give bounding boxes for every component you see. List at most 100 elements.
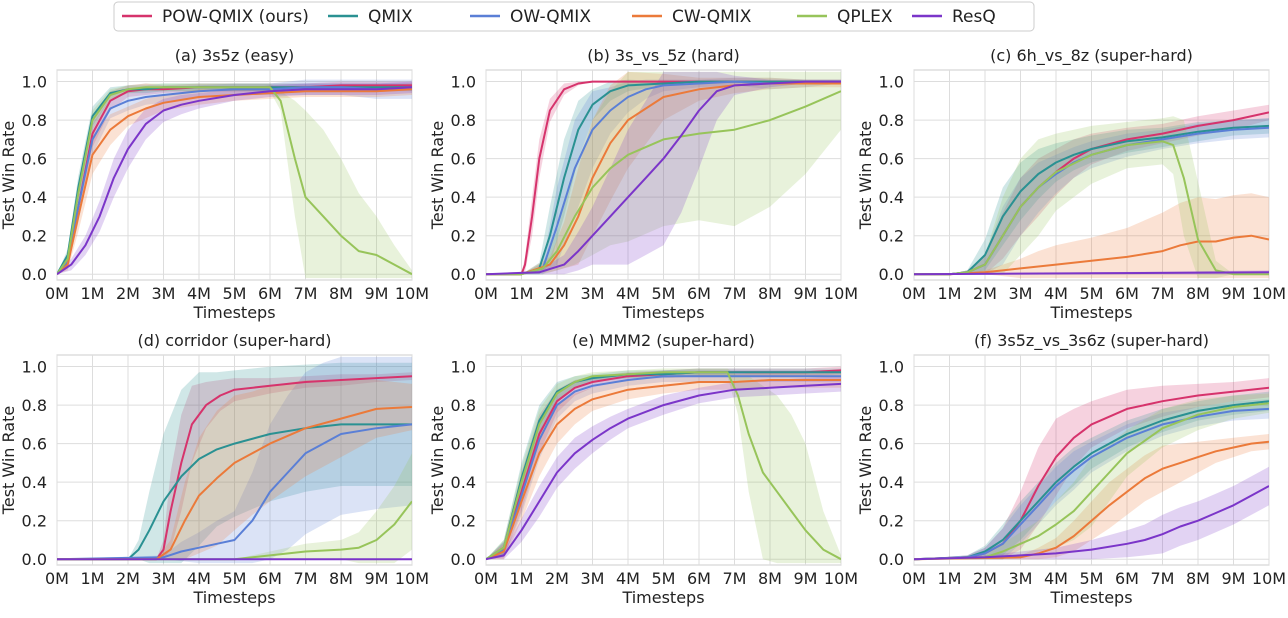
line-qplex xyxy=(486,90,841,276)
x-tick-label: 9M xyxy=(365,284,389,303)
x-tick-label: 3M xyxy=(581,569,605,588)
line-cw-qmix xyxy=(57,88,412,275)
line-cw-qmix xyxy=(914,234,1269,276)
band-qplex xyxy=(486,368,841,564)
x-tick-label: 9M xyxy=(794,284,818,303)
x-tick-label: 5M xyxy=(1080,284,1104,303)
x-tick-label: 5M xyxy=(223,569,247,588)
x-tick-label: 8M xyxy=(329,284,353,303)
x-tick-label: 3M xyxy=(1009,284,1033,303)
lines xyxy=(486,80,841,276)
lines xyxy=(57,375,412,561)
y-tick-label: 0.4 xyxy=(22,473,47,492)
x-tick-label: 5M xyxy=(223,284,247,303)
x-tick-label: 4M xyxy=(616,569,640,588)
y-tick-label: 0.2 xyxy=(451,512,476,531)
x-tick-label: 8M xyxy=(329,569,353,588)
legend-entry-cw-qmix: CW-QMIX xyxy=(632,7,752,27)
legend-frame xyxy=(113,1,1035,32)
band-qmix xyxy=(914,391,1269,560)
series-layer xyxy=(914,104,1269,279)
bands xyxy=(486,366,841,564)
y-tick-label: 0.6 xyxy=(879,150,904,169)
lines xyxy=(486,369,841,561)
subplot-title: (b) 3s_vs_5z (hard) xyxy=(587,46,740,66)
y-tick-label: 0.6 xyxy=(451,435,476,454)
x-tick-label: 10M xyxy=(395,569,429,588)
x-tick-label: 1M xyxy=(510,284,534,303)
y-tick-label: 0.8 xyxy=(879,111,904,130)
line-ow-qmix xyxy=(57,86,412,275)
series-layer xyxy=(914,378,1269,561)
line-ow-qmix xyxy=(57,423,412,561)
y-axis-label: Test Win Rate xyxy=(428,406,447,515)
line-cw-qmix xyxy=(486,379,841,561)
band-ow-qmix xyxy=(914,399,1269,560)
subplot-4: 0M 1M 2M 3M 4M 5M 6M 7M 8M 9M 10M 0.0 0.2 0.4 0.6 0.8 1.… xyxy=(0,331,429,607)
subplot-title: (f) 3s5z_vs_3s6z (super-hard) xyxy=(974,331,1209,351)
band-qplex xyxy=(57,83,412,279)
y-tick-label: 1.0 xyxy=(879,73,904,92)
x-tick-label: 7M xyxy=(294,284,318,303)
legend-entry-pow-qmix-ours: POW-QMIX (ours) xyxy=(122,7,309,27)
y-tick-label: 1.0 xyxy=(451,73,476,92)
bands xyxy=(914,378,1269,560)
y-tick-label: 0.8 xyxy=(22,396,47,415)
legend-entry-qplex: QPLEX xyxy=(797,7,893,27)
band-ow-qmix xyxy=(57,356,412,564)
line-resq xyxy=(914,271,1269,276)
x-tick-label: 3M xyxy=(581,284,605,303)
y-tick-label: 0.8 xyxy=(22,111,47,130)
x-axis-label: Timesteps xyxy=(192,588,275,607)
band-cw-qmix xyxy=(914,434,1269,560)
x-axis-label: Timesteps xyxy=(621,303,704,322)
legend-label: POW-QMIX (ours) xyxy=(162,7,309,27)
x-tick-label: 10M xyxy=(824,284,858,303)
x-tick-label: 5M xyxy=(652,284,676,303)
y-tick-label: 1.0 xyxy=(451,358,476,377)
x-tick-label: 6M xyxy=(1115,284,1139,303)
y-tick-label: 1.0 xyxy=(22,73,47,92)
y-tick-label: 0.0 xyxy=(22,265,47,284)
legend-label: ResQ xyxy=(952,7,996,27)
y-tick-label: 0.2 xyxy=(22,512,47,531)
line-cw-qmix xyxy=(57,406,412,561)
y-tick-label: 0.0 xyxy=(22,550,47,569)
y-tick-label: 0.2 xyxy=(879,227,904,246)
legend-label: QPLEX xyxy=(837,7,893,27)
series-layer xyxy=(486,71,841,276)
x-tick-label: 8M xyxy=(1186,284,1210,303)
x-axis-label: Timesteps xyxy=(621,588,704,607)
x-tick-label: 2M xyxy=(973,284,997,303)
line-qmix xyxy=(486,80,841,276)
x-tick-label: 1M xyxy=(81,569,105,588)
y-tick-label: 1.0 xyxy=(22,358,47,377)
y-tick-label: 0.6 xyxy=(22,150,47,169)
grid xyxy=(485,355,842,565)
line-qplex xyxy=(486,371,841,561)
band-cw-qmix xyxy=(914,193,1269,279)
band-resq xyxy=(486,71,841,275)
y-tick-label: 1.0 xyxy=(879,358,904,377)
y-tick-label: 0.4 xyxy=(879,473,904,492)
x-tick-label: 6M xyxy=(1115,569,1139,588)
band-qplex xyxy=(57,453,412,564)
legend-entry-resq: ResQ xyxy=(912,7,996,27)
legend-label: QMIX xyxy=(368,7,413,27)
x-tick-label: 0M xyxy=(45,284,69,303)
line-ow-qmix xyxy=(486,375,841,561)
x-tick-label: 5M xyxy=(1080,569,1104,588)
series-layer xyxy=(57,356,412,564)
y-tick-label: 0.0 xyxy=(451,265,476,284)
x-tick-label: 9M xyxy=(365,569,389,588)
y-tick-label: 0.2 xyxy=(879,512,904,531)
x-tick-label: 5M xyxy=(652,569,676,588)
x-tick-label: 10M xyxy=(824,569,858,588)
lines xyxy=(914,386,1269,561)
x-tick-label: 1M xyxy=(938,569,962,588)
x-tick-label: 8M xyxy=(758,284,782,303)
x-tick-label: 8M xyxy=(758,569,782,588)
subplot-title: (e) MMM2 (super-hard) xyxy=(572,331,755,350)
line-qmix xyxy=(57,423,412,561)
y-axis-label: Test Win Rate xyxy=(428,121,447,230)
